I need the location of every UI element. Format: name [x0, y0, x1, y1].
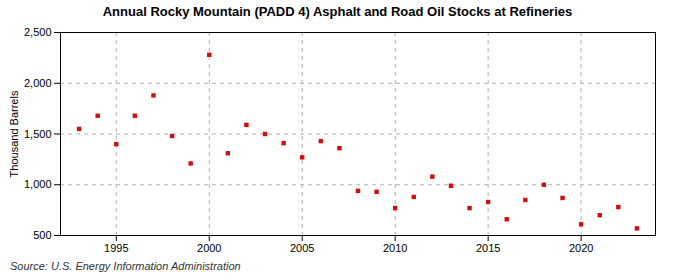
svg-text:2,500: 2,500 [24, 26, 52, 38]
svg-text:2000: 2000 [197, 242, 221, 254]
svg-text:Thousand Barrels: Thousand Barrels [8, 90, 20, 177]
svg-text:1,000: 1,000 [24, 178, 52, 190]
svg-text:1,500: 1,500 [24, 128, 52, 140]
svg-text:500: 500 [33, 229, 51, 241]
svg-text:2005: 2005 [290, 242, 314, 254]
html-text:Source: U.S. Energy Informatio: Source: U.S. Energy Information Administ… [10, 260, 241, 272]
svg-text:2020: 2020 [569, 242, 593, 254]
svg-text:1995: 1995 [104, 242, 128, 254]
svg-text:2010: 2010 [383, 242, 407, 254]
svg-text:2,000: 2,000 [24, 77, 52, 89]
html-text:Annual Rocky Mountain (PADD 4): Annual Rocky Mountain (PADD 4) Asphalt a… [102, 4, 573, 19]
svg-text:2015: 2015 [476, 242, 500, 254]
